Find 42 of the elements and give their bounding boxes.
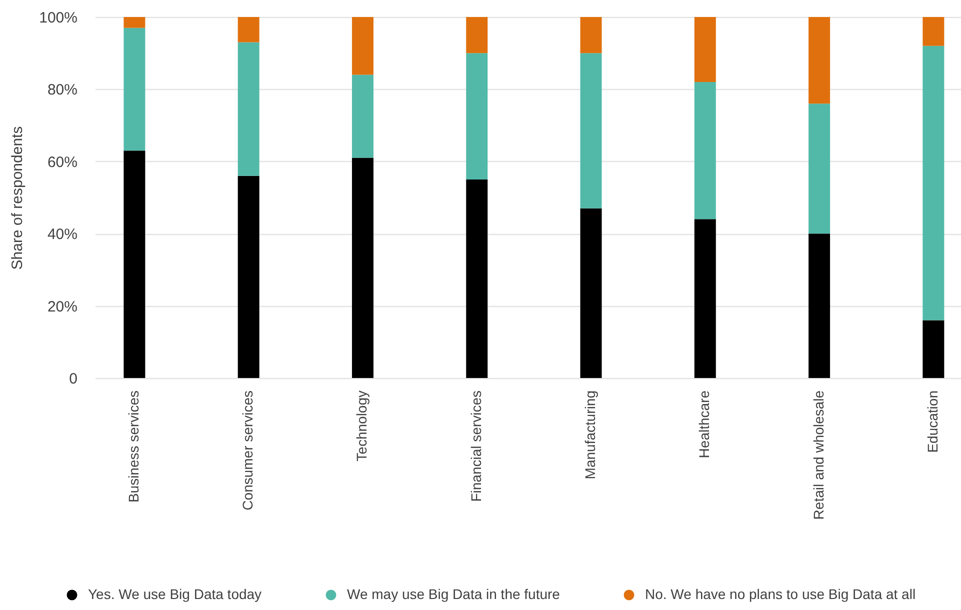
- bar: [922, 17, 944, 46]
- bar: [466, 179, 488, 378]
- legend-label: We may use Big Data in the future: [347, 586, 560, 602]
- y-axis-title: Share of respondents: [9, 126, 26, 270]
- bar: [694, 219, 716, 378]
- bar: [694, 82, 716, 220]
- bar: [580, 208, 602, 378]
- bar: [238, 17, 260, 42]
- bar: [238, 42, 260, 176]
- bar: [580, 53, 602, 208]
- bar: [238, 176, 260, 378]
- x-tick-label: Technology: [354, 390, 370, 462]
- bar: [808, 17, 830, 104]
- y-tick-label: 100%: [39, 10, 78, 26]
- y-tick-label: 80%: [47, 82, 78, 99]
- y-tick-label: 40%: [47, 226, 78, 244]
- bar: [922, 46, 944, 320]
- bar: [808, 234, 830, 378]
- y-tick-label: 60%: [47, 154, 78, 171]
- bar: [466, 17, 488, 54]
- bar: [352, 17, 374, 75]
- bar: [352, 158, 374, 378]
- legend-label: Yes. We use Big Data today: [88, 586, 262, 602]
- bar: [466, 53, 488, 180]
- bar: [352, 74, 374, 158]
- x-tick-label: Education: [924, 390, 940, 453]
- bar: [580, 17, 602, 54]
- bar: [694, 17, 716, 82]
- legend-label: No. We have no plans to use Big Data at all: [645, 586, 916, 602]
- x-tick-label: Manufacturing: [582, 390, 598, 480]
- x-tick-label: Healthcare: [696, 390, 712, 458]
- x-tick-label: Financial services: [468, 390, 484, 502]
- x-tick-label: Retail and wholesale: [810, 390, 826, 520]
- bar: [124, 28, 146, 151]
- x-tick-label: Business services: [125, 390, 142, 503]
- bar: [124, 17, 146, 28]
- y-tick-label: 0: [69, 370, 78, 388]
- bar: [808, 104, 830, 234]
- y-tick-label: 20%: [47, 298, 78, 316]
- bar: [922, 320, 944, 378]
- bar: [124, 150, 146, 378]
- x-tick-label: Consumer services: [240, 390, 256, 510]
